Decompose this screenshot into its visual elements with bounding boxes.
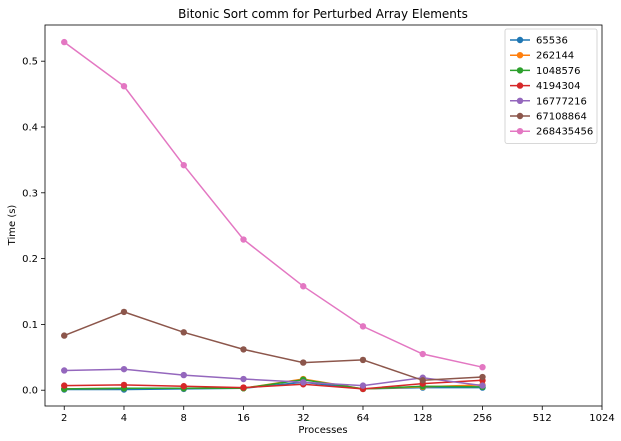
- data-point: [120, 308, 128, 316]
- data-point: [61, 332, 68, 339]
- legend-label: 4194304: [536, 81, 581, 92]
- data-point: [61, 382, 68, 389]
- series-line-1048576: [64, 378, 483, 390]
- data-point: [180, 329, 187, 336]
- y-tick-label: 0.2: [22, 254, 38, 265]
- legend-marker-67108864: [516, 112, 524, 120]
- data-point: [479, 382, 486, 389]
- x-tick-label: 256: [473, 413, 492, 424]
- data-point: [120, 82, 128, 90]
- series-line-16777216: [64, 368, 483, 387]
- data-point: [479, 363, 486, 371]
- data-point: [180, 371, 187, 379]
- x-tick-label: 32: [297, 413, 310, 424]
- data-point: [120, 381, 128, 389]
- chart-title: Bitonic Sort comm for Perturbed Array El…: [178, 7, 468, 21]
- y-tick-label: 0.4: [22, 122, 38, 133]
- data-point: [240, 236, 247, 243]
- legend-marker-16777216: [516, 97, 524, 105]
- legend-label: 262144: [536, 51, 574, 62]
- data-point: [240, 346, 247, 353]
- data-point: [300, 379, 307, 386]
- y-tick-label: 0.5: [22, 57, 38, 68]
- data-point: [61, 367, 68, 374]
- y-axis-label: Time (s): [7, 205, 18, 247]
- data-point: [419, 350, 426, 358]
- series-line-4194304: [64, 379, 483, 390]
- x-tick-label: 8: [181, 413, 187, 424]
- legend-label: 268435456: [536, 127, 593, 138]
- legend-marker-262144: [516, 52, 524, 59]
- data-point: [240, 375, 247, 383]
- data-point: [359, 356, 367, 364]
- x-tick-label: 1024: [589, 413, 614, 424]
- plot-area: 2 4 8 16 32 64 128 256 512 1024 0.0 0.1 0.2 0.3 0.4 0.5…: [22, 24, 615, 424]
- data-point: [240, 384, 247, 391]
- legend-box: [504, 28, 598, 144]
- series-line-268435456: [63, 41, 483, 368]
- data-point: [61, 38, 68, 46]
- legend-label: 16777216: [536, 96, 587, 107]
- data-point: [300, 283, 307, 290]
- data-point: [419, 377, 426, 384]
- legend-marker-65536: [516, 36, 524, 44]
- series-line-67108864: [63, 311, 483, 382]
- legend-marker-1048576: [516, 67, 524, 74]
- data-point: [479, 373, 486, 381]
- x-tick-label: 64: [357, 413, 370, 424]
- x-tick-label: 512: [533, 413, 552, 424]
- y-tick-label: 0.3: [22, 188, 38, 199]
- data-point: [180, 161, 187, 169]
- x-tick-label: 2: [61, 413, 67, 424]
- x-axis-label: Processes: [298, 425, 347, 436]
- data-point: [359, 323, 367, 330]
- x-tick-label: 128: [413, 413, 432, 424]
- legend-marker-268435456: [516, 128, 524, 135]
- data-point: [359, 382, 367, 389]
- legend-label: 65536: [536, 36, 568, 47]
- y-tick-label: 0.1: [22, 320, 38, 331]
- data-point: [180, 383, 187, 390]
- data-point: [120, 365, 128, 373]
- plot-frame: [44, 24, 603, 407]
- legend-marker-4194304: [516, 82, 524, 89]
- x-tick-label: 16: [237, 413, 250, 424]
- y-tick-label: 0.0: [22, 386, 38, 397]
- x-tick-label: 4: [121, 413, 127, 424]
- data-point: [300, 359, 307, 366]
- legend-label: 1048576: [536, 66, 581, 77]
- legend-label: 67108864: [536, 112, 587, 123]
